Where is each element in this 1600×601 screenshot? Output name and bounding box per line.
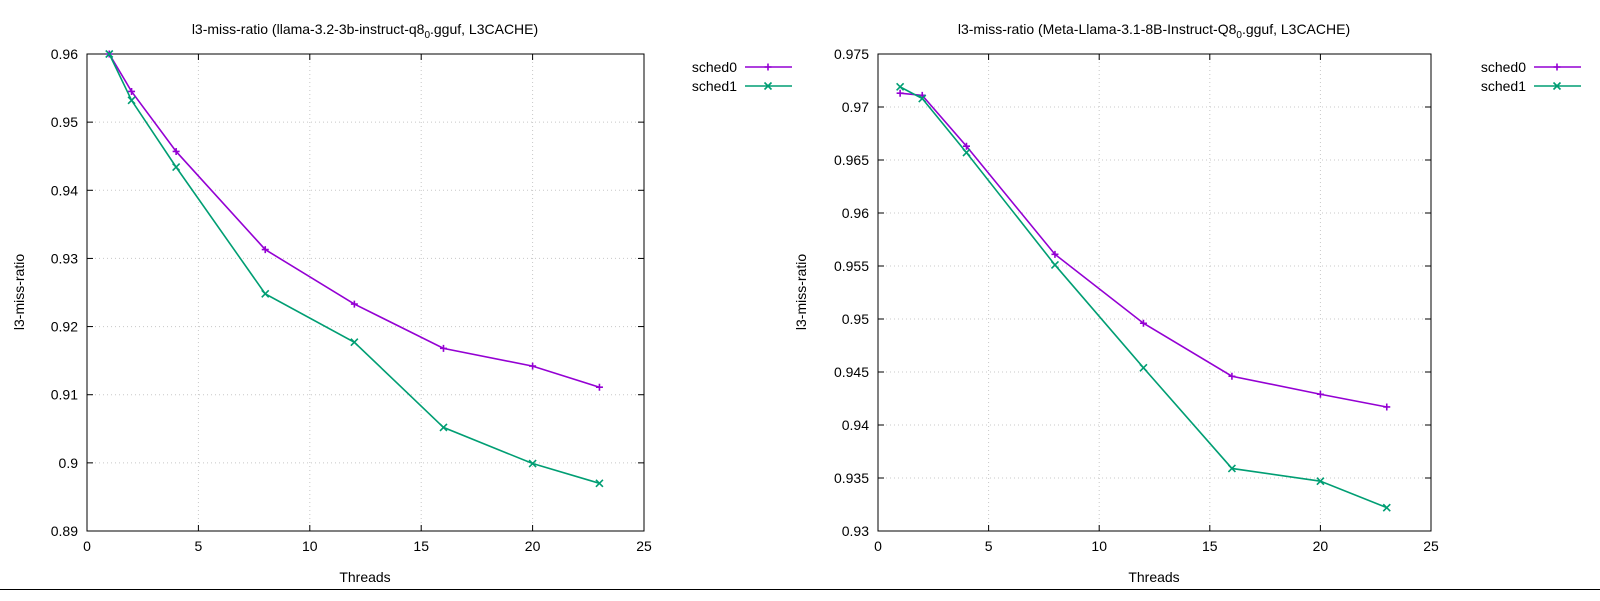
cross-marker	[595, 479, 604, 488]
bottom-divider	[0, 589, 1600, 590]
plus-marker	[962, 142, 970, 150]
plus-marker	[595, 383, 603, 391]
cross-marker	[439, 423, 448, 432]
plus-marker	[172, 147, 180, 155]
cross-marker	[1050, 260, 1060, 270]
y-tick-label: 0.965	[834, 152, 869, 168]
y-axis-label: l3-miss-ratio	[793, 254, 809, 330]
plus-marker	[1553, 63, 1561, 71]
cross-marker	[105, 49, 114, 59]
x-tick-label: 5	[195, 538, 203, 554]
cross-marker	[1227, 464, 1236, 473]
plus-marker	[1316, 390, 1324, 398]
series-line-sched0	[108, 53, 600, 388]
series-line-sched0	[900, 92, 1387, 408]
chart-title: l3-miss-ratio (llama-3.2-3b-instruct-q80…	[192, 21, 538, 41]
y-tick-label: 0.91	[51, 387, 78, 403]
cross-marker	[1382, 503, 1391, 512]
cross-marker	[918, 94, 927, 103]
plus-marker	[764, 63, 772, 71]
legend-label: sched0	[1481, 59, 1526, 75]
cross-marker	[127, 96, 136, 105]
legend-label: sched1	[1481, 78, 1526, 94]
y-tick-label: 0.95	[51, 114, 78, 130]
plus-marker	[350, 300, 358, 308]
x-tick-label: 20	[525, 538, 541, 554]
cross-marker	[1552, 81, 1562, 91]
x-tick-label: 25	[636, 538, 652, 554]
x-tick-label: 10	[1091, 538, 1107, 554]
chart-title: l3-miss-ratio (Meta-Llama-3.1-8B-Instruc…	[958, 21, 1350, 41]
legend-label: sched1	[692, 78, 737, 94]
cross-marker	[528, 459, 537, 468]
y-tick-label: 0.945	[834, 364, 869, 380]
y-tick-label: 0.93	[51, 250, 78, 266]
plus-marker	[1228, 372, 1236, 380]
series-line-sched1	[899, 86, 1388, 509]
cross-marker	[763, 81, 773, 91]
y-tick-label: 0.95	[842, 311, 869, 327]
x-tick-label: 0	[83, 538, 91, 554]
x-tick-label: 25	[1423, 538, 1439, 554]
legend-label: sched0	[692, 59, 737, 75]
y-tick-label: 0.96	[51, 46, 78, 62]
y-axis-label: l3-miss-ratio	[11, 254, 27, 330]
plot-frame	[86, 53, 645, 532]
x-axis-label: Threads	[339, 569, 390, 585]
plus-marker	[261, 246, 269, 254]
cross-marker	[261, 289, 270, 298]
y-tick-label: 0.94	[842, 417, 869, 433]
plus-marker	[439, 344, 447, 352]
series-line-sched1	[108, 53, 600, 485]
y-tick-label: 0.92	[51, 319, 78, 335]
x-tick-label: 15	[413, 538, 429, 554]
plus-marker	[529, 362, 537, 370]
y-tick-label: 0.975	[834, 46, 869, 62]
y-tick-label: 0.955	[834, 258, 869, 274]
cross-marker	[896, 82, 905, 91]
x-axis-label: Threads	[1128, 569, 1179, 585]
y-tick-label: 0.9	[59, 455, 79, 471]
y-tick-label: 0.97	[842, 99, 869, 115]
cross-marker	[1316, 477, 1325, 486]
x-tick-label: 10	[302, 538, 318, 554]
x-tick-label: 0	[874, 538, 882, 554]
y-tick-label: 0.94	[51, 182, 78, 198]
y-tick-label: 0.96	[842, 205, 869, 221]
plot-frame	[877, 53, 1432, 532]
plus-marker	[1051, 250, 1059, 258]
plus-marker	[896, 89, 904, 97]
chart-left: l3-miss-ratio (llama-3.2-3b-instruct-q80…	[11, 21, 792, 585]
y-tick-label: 0.935	[834, 470, 869, 486]
x-tick-label: 20	[1313, 538, 1329, 554]
cross-marker	[962, 148, 971, 157]
x-tick-label: 15	[1202, 538, 1218, 554]
cross-marker	[350, 338, 359, 347]
y-tick-label: 0.89	[51, 523, 78, 539]
plus-marker	[1139, 319, 1147, 327]
plus-marker	[1383, 403, 1391, 411]
y-tick-label: 0.93	[842, 523, 869, 539]
plus-marker	[128, 87, 136, 95]
chart-right: l3-miss-ratio (Meta-Llama-3.1-8B-Instruc…	[793, 21, 1581, 585]
cross-marker	[1139, 363, 1148, 372]
cross-marker	[172, 163, 181, 172]
x-tick-label: 5	[985, 538, 993, 554]
